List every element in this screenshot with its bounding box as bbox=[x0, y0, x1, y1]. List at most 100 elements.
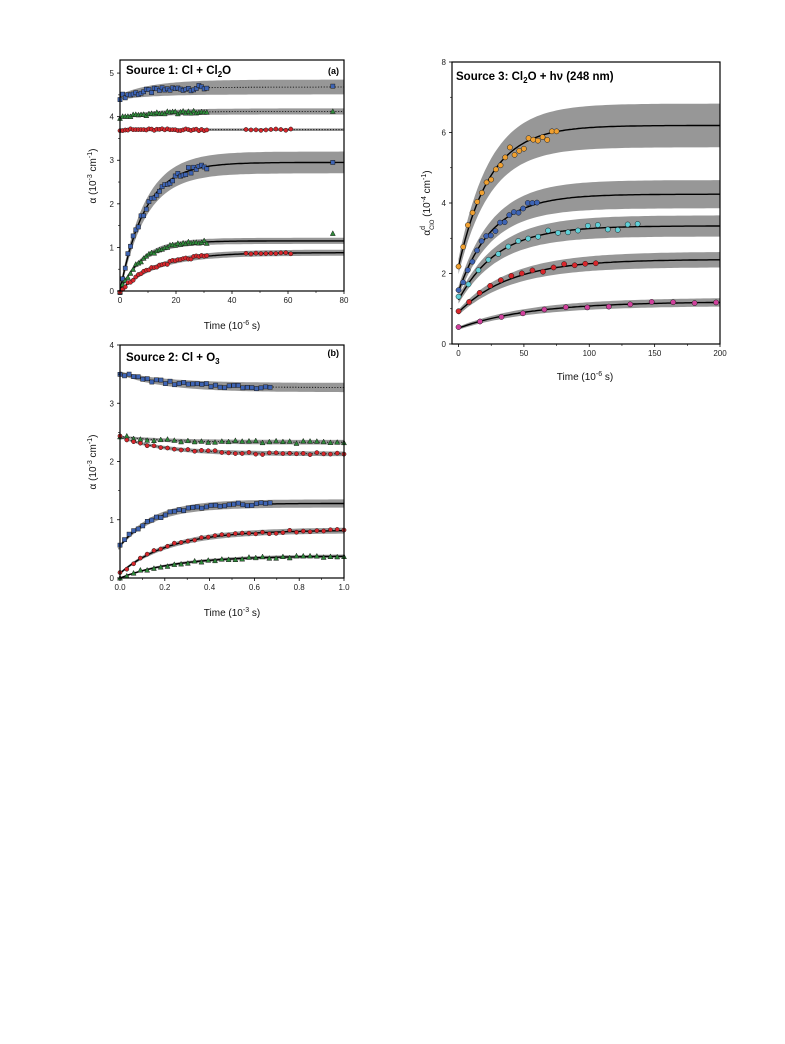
data-point bbox=[239, 438, 246, 444]
data-point bbox=[307, 438, 313, 444]
data-point bbox=[184, 560, 191, 566]
data-point bbox=[498, 314, 505, 320]
data-point bbox=[231, 501, 237, 507]
data-point bbox=[329, 230, 336, 236]
data-point bbox=[222, 503, 227, 509]
data-point bbox=[131, 528, 136, 534]
data-point bbox=[144, 437, 151, 443]
data-point bbox=[239, 555, 246, 562]
data-point bbox=[140, 376, 146, 382]
data-point bbox=[300, 437, 307, 444]
data-point bbox=[128, 243, 133, 249]
data-point bbox=[328, 527, 333, 533]
data-point bbox=[193, 167, 199, 172]
data-point bbox=[175, 171, 181, 176]
y-tick-label: 2 bbox=[442, 270, 447, 279]
data-point bbox=[474, 199, 481, 205]
data-point bbox=[154, 377, 159, 383]
data-point bbox=[314, 528, 320, 533]
data-point bbox=[259, 553, 266, 560]
data-point bbox=[634, 221, 641, 227]
data-point bbox=[283, 127, 289, 133]
data-point bbox=[136, 224, 141, 230]
data-point bbox=[288, 126, 294, 132]
data-point bbox=[138, 440, 143, 446]
data-point bbox=[172, 108, 179, 114]
data-point bbox=[171, 561, 178, 567]
data-point bbox=[212, 557, 218, 564]
data-point bbox=[158, 377, 164, 383]
data-point bbox=[511, 152, 518, 158]
data-point bbox=[492, 228, 499, 234]
data-point bbox=[501, 219, 508, 226]
data-point bbox=[131, 439, 136, 445]
data-point bbox=[497, 277, 504, 284]
data-point bbox=[474, 247, 480, 254]
x-tick-label: 80 bbox=[340, 296, 349, 305]
data-point bbox=[164, 262, 170, 267]
panel-b-y-axis-title: α (10-3 cm-1) bbox=[87, 435, 99, 490]
panel-b-label: (b) bbox=[328, 348, 340, 358]
data-point bbox=[165, 445, 170, 451]
data-point bbox=[181, 380, 187, 385]
data-point bbox=[130, 266, 137, 272]
data-point bbox=[555, 230, 561, 236]
data-point bbox=[124, 566, 130, 572]
data-point bbox=[130, 233, 136, 239]
data-point bbox=[205, 439, 212, 445]
data-point bbox=[164, 436, 171, 442]
data-point bbox=[144, 519, 150, 524]
data-point bbox=[232, 437, 239, 443]
data-point bbox=[321, 528, 326, 534]
data-point bbox=[293, 552, 300, 559]
data-point bbox=[178, 560, 185, 567]
data-point bbox=[562, 304, 569, 311]
data-point bbox=[183, 172, 189, 177]
data-point bbox=[530, 136, 537, 143]
data-point bbox=[260, 529, 265, 535]
data-point bbox=[314, 450, 320, 455]
data-point bbox=[172, 508, 177, 514]
y-tick-label: 1 bbox=[110, 243, 115, 252]
data-point bbox=[171, 446, 177, 452]
x-tick-label: 200 bbox=[713, 349, 727, 358]
data-point bbox=[167, 509, 173, 515]
data-point bbox=[614, 227, 621, 233]
data-point bbox=[137, 566, 144, 573]
data-point bbox=[185, 447, 191, 452]
data-point bbox=[185, 538, 191, 544]
data-point bbox=[226, 532, 231, 538]
fit-line bbox=[120, 86, 344, 98]
data-point bbox=[544, 137, 551, 143]
data-point bbox=[605, 303, 612, 310]
data-point bbox=[233, 451, 238, 456]
fit-line bbox=[457, 225, 720, 301]
data-point bbox=[487, 282, 494, 289]
data-point bbox=[278, 250, 284, 256]
data-point bbox=[167, 87, 173, 93]
data-point bbox=[545, 227, 551, 234]
data-point bbox=[525, 235, 532, 242]
x-tick-label: 50 bbox=[519, 349, 528, 358]
data-point bbox=[252, 437, 259, 444]
data-point bbox=[141, 89, 147, 95]
uncertainty-band bbox=[458, 252, 720, 315]
data-point bbox=[217, 384, 223, 390]
data-point bbox=[199, 382, 205, 387]
uncertainty-band bbox=[120, 499, 344, 548]
data-point bbox=[266, 438, 273, 445]
y-tick-label: 0 bbox=[442, 340, 447, 349]
data-point bbox=[135, 526, 141, 532]
data-point bbox=[479, 189, 485, 196]
data-point bbox=[233, 531, 238, 536]
x-tick-label: 20 bbox=[172, 296, 181, 305]
data-point bbox=[300, 451, 306, 456]
data-point bbox=[511, 209, 517, 215]
data-point bbox=[321, 451, 326, 457]
data-point bbox=[268, 127, 274, 132]
data-point bbox=[143, 206, 149, 212]
data-point bbox=[204, 504, 209, 510]
data-point bbox=[253, 250, 259, 256]
data-point bbox=[178, 447, 184, 453]
data-point bbox=[191, 557, 198, 564]
